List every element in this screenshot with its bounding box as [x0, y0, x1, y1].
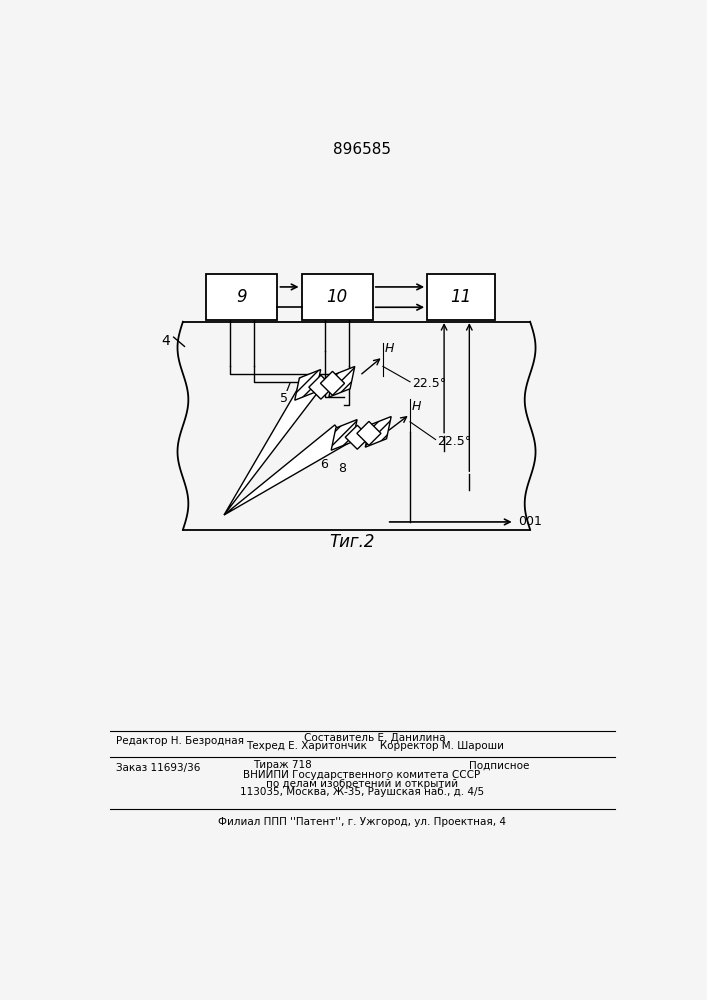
Text: 001: 001 — [518, 515, 542, 528]
Text: 22.5°: 22.5° — [437, 435, 472, 448]
Text: 22.5°: 22.5° — [412, 377, 446, 390]
Bar — [206, 274, 277, 320]
Text: 113035, Москва, Ж-35, Раушская наб., д. 4/5: 113035, Москва, Ж-35, Раушская наб., д. … — [240, 787, 484, 797]
Polygon shape — [224, 425, 348, 515]
Polygon shape — [224, 376, 317, 515]
Text: 5: 5 — [280, 392, 288, 405]
Polygon shape — [295, 370, 321, 400]
Text: Заказ 11693/36: Заказ 11693/36 — [115, 763, 200, 773]
Text: 4: 4 — [161, 334, 170, 348]
Bar — [427, 274, 495, 320]
Text: 8: 8 — [339, 462, 346, 475]
Text: H: H — [385, 342, 394, 355]
Polygon shape — [366, 417, 391, 447]
Text: Тираж 718: Тираж 718 — [252, 760, 312, 770]
Text: Филиал ППП ''Патент'', г. Ужгород, ул. Проектная, 4: Филиал ППП ''Патент'', г. Ужгород, ул. П… — [218, 817, 506, 827]
Text: 7: 7 — [284, 381, 292, 394]
Text: 896585: 896585 — [333, 142, 391, 157]
Text: H: H — [411, 400, 421, 413]
Text: по делам изобретений и открытий: по делам изобретений и открытий — [266, 779, 458, 789]
Text: Составитель Е. Данилина: Составитель Е. Данилина — [304, 733, 446, 743]
Polygon shape — [331, 420, 357, 450]
Polygon shape — [309, 375, 333, 399]
Text: 6: 6 — [320, 458, 328, 471]
Polygon shape — [320, 371, 344, 395]
Polygon shape — [357, 421, 381, 445]
Text: 10: 10 — [327, 288, 348, 306]
Text: Техред Е. Харитончик    Корректор М. Шароши: Техред Е. Харитончик Корректор М. Шароши — [246, 741, 504, 751]
Text: ВНИИПИ Государственного комитета СССР: ВНИИПИ Государственного комитета СССР — [243, 770, 481, 780]
Text: 11: 11 — [450, 288, 472, 306]
Text: Редактор Н. Безродная: Редактор Н. Безродная — [115, 736, 243, 746]
Text: 9: 9 — [237, 288, 247, 306]
Polygon shape — [329, 366, 355, 397]
Text: Τиг.2: Τиг.2 — [329, 533, 375, 551]
Polygon shape — [345, 425, 369, 449]
Bar — [301, 274, 373, 320]
Text: Подписное: Подписное — [469, 760, 530, 770]
